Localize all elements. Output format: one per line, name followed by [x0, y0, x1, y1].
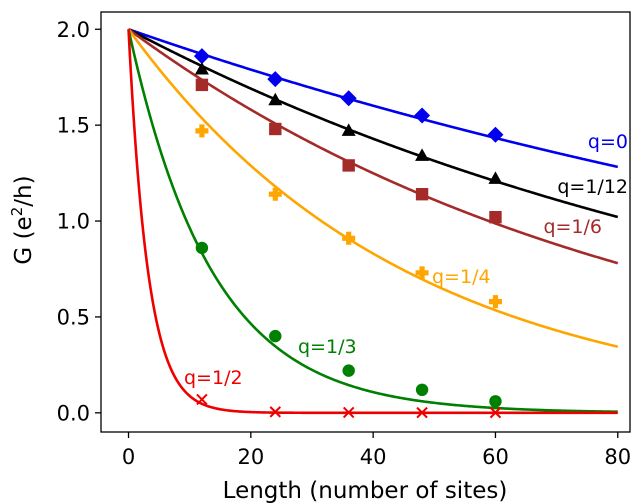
- x-tick-label-2: 40: [360, 445, 387, 469]
- marker-q-0-0: [193, 48, 210, 65]
- curve-label-q-0: q=0: [588, 131, 628, 153]
- marker-q-1-4-4: [488, 295, 502, 309]
- marker-q-1-3-1: [269, 329, 282, 343]
- marker-q-1-4-0: [195, 124, 209, 138]
- marker-q-1-6-3: [415, 187, 429, 201]
- marker-q-0-2: [340, 90, 357, 107]
- fit-curve-q-1-6: [127, 28, 619, 265]
- marker-q-1-3-3: [415, 383, 429, 397]
- fit-curve-q-1-2: [127, 29, 618, 415]
- marker-q-1-2-4: [489, 406, 502, 419]
- marker-q-1-12-1: [268, 92, 283, 106]
- y-axis-title-superscript: 2: [8, 207, 26, 217]
- y-axis-title-main: G (e: [11, 216, 37, 264]
- marker-q-1-4-1: [268, 187, 282, 201]
- marker-q-1-4-2: [342, 231, 356, 245]
- marker-q-0-4: [487, 126, 504, 143]
- y-axis-title-end: /h): [11, 175, 37, 206]
- fit-curve-q-1-12: [127, 28, 619, 219]
- marker-q-1-6-4: [489, 211, 502, 224]
- marker-q-1-12-4: [488, 171, 503, 184]
- curve-label-q-1-2: q=1/2: [184, 367, 243, 389]
- curve-label-q-1-4: q=1/4: [432, 266, 491, 288]
- fit-curve-q-1-4: [127, 28, 619, 348]
- y-tick-label-1: 0.5: [57, 305, 90, 329]
- marker-q-0-3: [414, 107, 431, 124]
- y-axis-title: G (e2/h): [8, 175, 37, 264]
- x-tick-label-1: 20: [237, 445, 264, 469]
- marker-q-1-3-2: [342, 364, 355, 377]
- fit-curve-q-0: [128, 28, 619, 169]
- marker-q-1-6-0: [195, 78, 209, 92]
- marker-q-1-6-2: [342, 159, 355, 172]
- curve-label-q-1-3: q=1/3: [298, 336, 357, 358]
- y-tick-label-2: 1.0: [57, 210, 90, 234]
- marker-q-1-12-2: [341, 123, 356, 136]
- y-tick-label-0: 0.0: [57, 401, 90, 425]
- curve-labels: q=0 q=1/12 q=1/6 q=1/4 q=1/3 q=1/2: [184, 131, 628, 389]
- curve-label-q-1-6: q=1/6: [543, 216, 602, 238]
- marker-q-1-2-3: [416, 406, 428, 419]
- axes: 0 20 40 60 80 0.0 0.5 1.0 1.5 2.0: [57, 11, 631, 469]
- x-tick-label-3: 60: [482, 445, 509, 469]
- marker-q-1-3-0: [195, 241, 209, 255]
- curve-label-q-1-12: q=1/12: [557, 176, 628, 198]
- marker-q-1-3-4: [489, 395, 502, 408]
- marker-q-1-2-2: [342, 406, 355, 419]
- plot-frame: [100, 11, 631, 433]
- y-tick-label-4: 2.0: [57, 18, 90, 42]
- fit-curve-q-1-3: [127, 28, 618, 414]
- y-tick-label-3: 1.5: [57, 114, 90, 138]
- marker-q-1-12-0: [194, 62, 209, 75]
- marker-q-1-6-1: [269, 122, 282, 136]
- marker-q-0-1: [267, 71, 284, 88]
- fit-curves: [127, 28, 619, 415]
- marker-q-1-12-3: [415, 148, 430, 161]
- data-markers: [193, 48, 504, 419]
- marker-q-1-2-0: [196, 393, 208, 406]
- marker-q-1-2-1: [269, 406, 282, 418]
- x-tick-label-0: 0: [122, 445, 135, 469]
- x-tick-label-4: 80: [604, 445, 631, 469]
- marker-q-1-4-3: [415, 266, 429, 280]
- x-axis-title: Length (number of sites): [223, 478, 508, 504]
